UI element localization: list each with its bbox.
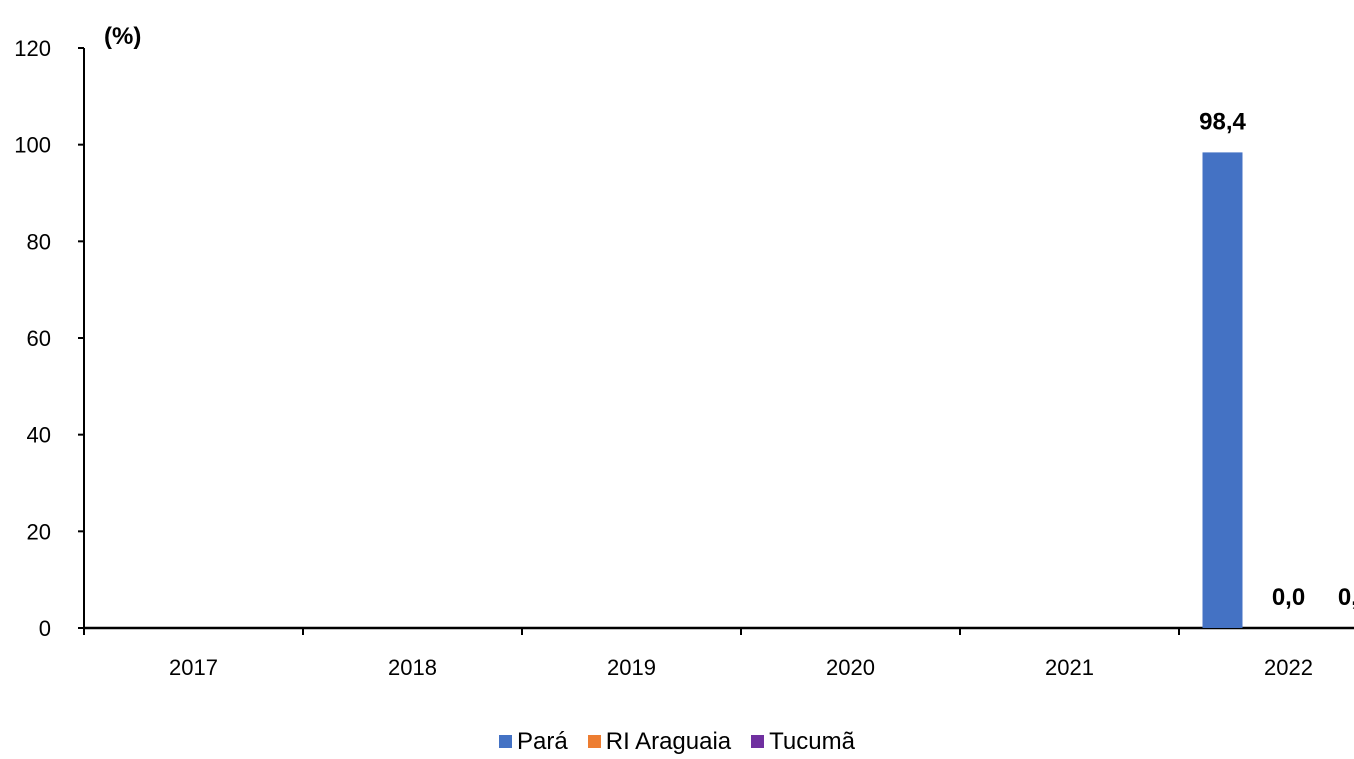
data-label: 0,0 (1272, 584, 1305, 611)
x-tick-label: 2018 (388, 655, 437, 680)
data-label: 0,0 (1338, 584, 1354, 611)
legend-label: Tucumã (769, 728, 855, 755)
y-tick-label: 100 (14, 133, 51, 158)
legend-item: RI Araguaia (587, 728, 732, 756)
legend-item: Pará (499, 728, 568, 756)
legend-swatch (751, 735, 765, 748)
x-tick-label: 2022 (1264, 655, 1313, 680)
data-label: 98,4 (1199, 108, 1246, 135)
x-tick-label: 2020 (826, 655, 875, 680)
bar-chart: (%) 0 20 40 60 80 100 120 2017 2018 2019 2020 2021… (14, 23, 1354, 680)
x-tick-label: 2019 (607, 655, 656, 680)
legend-item: Tucumã (751, 728, 855, 756)
y-tick-label: 60 (27, 326, 51, 351)
legend-label: Pará (517, 728, 568, 755)
y-tick-label: 80 (27, 229, 51, 254)
x-axis: 2017 2018 2019 2020 2021 2022 (83, 626, 1354, 680)
y-tick-label: 20 (27, 519, 51, 544)
legend-swatch (499, 735, 513, 748)
x-tick-label: 2021 (1045, 655, 1094, 680)
y-axis: 0 20 40 60 80 100 120 (14, 36, 85, 641)
data-labels: 98,4 0,0 0,0 (1199, 108, 1354, 611)
x-tick-label: 2017 (169, 655, 218, 680)
bars (1202, 152, 1243, 628)
legend-label: RI Araguaia (605, 728, 732, 755)
y-tick-label: 120 (14, 36, 51, 61)
legend: Pará RI Araguaia Tucumã (0, 728, 1354, 756)
y-axis-unit-label: (%) (104, 23, 141, 50)
legend-swatch (587, 735, 601, 748)
bar (1202, 152, 1243, 628)
y-tick-label: 40 (27, 423, 51, 448)
y-tick-label: 0 (39, 616, 51, 641)
